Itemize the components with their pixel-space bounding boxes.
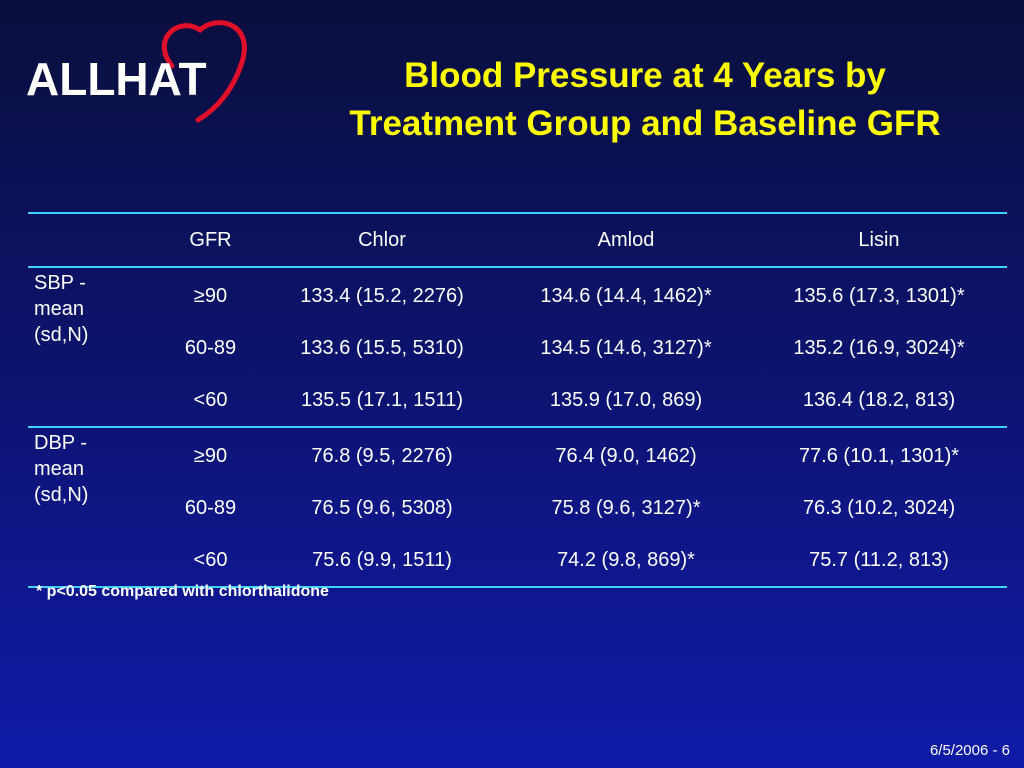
cell-gfr: 60-89	[184, 336, 237, 359]
cell-amlod: 76.4 (9.0, 1462)	[555, 444, 697, 467]
cell-gfr: <60	[158, 374, 263, 428]
footnote: * p<0.05 compared with chlorthalidone	[36, 583, 329, 600]
group-label-line: (sd,N)	[34, 324, 89, 346]
cell-lisin: 135.2 (16.9, 3024)*	[793, 336, 965, 359]
group-label-line: (sd,N)	[34, 484, 89, 506]
bp-table-container: GFR Chlor Amlod Lisin SBP - mean (sd,N) …	[28, 212, 1007, 588]
cell-chlor: 135.5 (17.1, 1511)	[263, 374, 501, 428]
group-label-line: mean	[34, 298, 85, 320]
bp-table: GFR Chlor Amlod Lisin SBP - mean (sd,N) …	[28, 212, 1007, 588]
header-blank	[28, 212, 158, 268]
table-row: SBP - mean (sd,N) ≥90 133.4 (15.2, 2276)…	[28, 267, 1007, 428]
header-chlor: Chlor	[263, 212, 501, 268]
cell-amlod: 135.9 (17.0, 869)	[501, 374, 751, 428]
cell-amlod: 134.5 (14.6, 3127)*	[540, 336, 712, 359]
group-label-line: mean	[34, 458, 85, 480]
cell-amlod: 74.2 (9.8, 869)*	[501, 534, 751, 588]
title-line-1: Blood Pressure at 4 Years by	[404, 56, 886, 95]
cell-amlod: 75.8 (9.6, 3127)*	[551, 496, 701, 519]
title-line-2: Treatment Group and Baseline GFR	[349, 104, 941, 143]
cell-lisin: 135.6 (17.3, 1301)*	[793, 284, 965, 307]
slide-title: Blood Pressure at 4 Years by Treatment G…	[300, 52, 990, 148]
table-row: <60 135.5 (17.1, 1511) 135.9 (17.0, 869)…	[28, 374, 1007, 428]
cell-lisin: 76.3 (10.2, 3024)	[802, 496, 956, 519]
table-row: <60 75.6 (9.9, 1511) 74.2 (9.8, 869)* 75…	[28, 534, 1007, 588]
cell-gfr: ≥90	[193, 284, 228, 307]
table-row: 60-89 76.5 (9.6, 5308) 75.8 (9.6, 3127)*…	[28, 482, 1007, 534]
group-label-line: SBP -	[34, 272, 86, 294]
group-label-dbp: DBP - mean (sd,N)	[28, 427, 158, 588]
cell-chlor: 76.8 (9.5, 2276)	[311, 444, 453, 467]
cell-lisin: 136.4 (18.2, 813)	[751, 374, 1007, 428]
table-header-row: GFR Chlor Amlod Lisin	[28, 212, 1007, 268]
table-row: 60-89 133.6 (15.5, 5310) 134.5 (14.6, 31…	[28, 322, 1007, 374]
cell-chlor: 133.4 (15.2, 2276)	[300, 284, 464, 307]
logo-text: ALLHAT	[26, 53, 207, 105]
cell-lisin: 75.7 (11.2, 813)	[751, 534, 1007, 588]
cell-chlor: 75.6 (9.9, 1511)	[263, 534, 501, 588]
header-gfr: GFR	[158, 212, 263, 268]
cell-amlod: 134.6 (14.4, 1462)*	[540, 284, 712, 307]
heart-outline-icon	[162, 20, 247, 123]
group-label-line: DBP -	[34, 432, 87, 454]
table-row: DBP - mean (sd,N) ≥90 76.8 (9.5, 2276) 7…	[28, 427, 1007, 588]
cell-lisin: 77.6 (10.1, 1301)*	[798, 444, 960, 467]
allhat-logo: ALLHAT	[22, 18, 262, 128]
header-amlod: Amlod	[501, 212, 751, 268]
slide-date-number: 6/5/2006 - 6	[929, 742, 1010, 759]
cell-chlor: 133.6 (15.5, 5310)	[300, 336, 464, 359]
cell-gfr: 60-89	[184, 496, 237, 519]
header-lisin: Lisin	[751, 212, 1007, 268]
cell-gfr: ≥90	[193, 444, 228, 467]
cell-chlor: 76.5 (9.6, 5308)	[311, 496, 453, 519]
group-label-sbp: SBP - mean (sd,N)	[28, 267, 158, 428]
cell-gfr: <60	[158, 534, 263, 588]
